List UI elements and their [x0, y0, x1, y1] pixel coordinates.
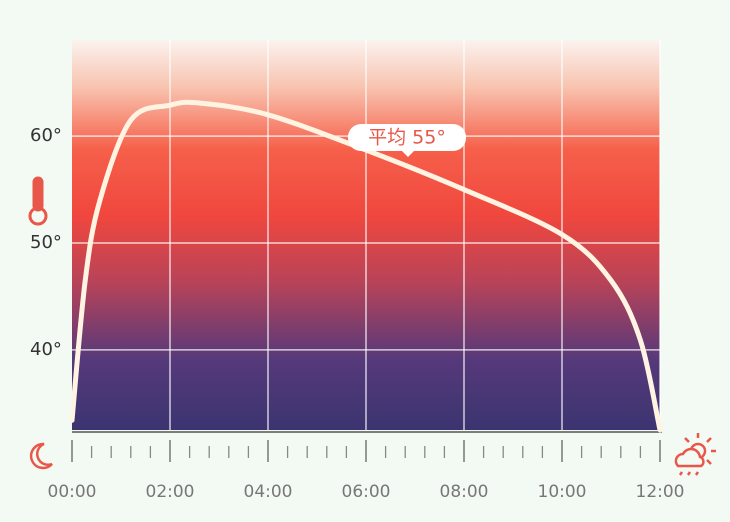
- x-tick-label: 02:00: [146, 482, 195, 502]
- annotation-pointer: [402, 151, 414, 157]
- annotation: 平均 55°: [348, 124, 466, 157]
- x-tick-label: 04:00: [244, 482, 293, 502]
- y-tick-label: 40°: [30, 339, 62, 360]
- thermometer-icon: [28, 176, 48, 226]
- sun-cloud-icon: [674, 433, 716, 476]
- x-tick-label: 10:00: [538, 482, 587, 502]
- annotation-bubble: [348, 124, 466, 151]
- y-tick-label: 60°: [30, 125, 62, 146]
- y-tick-label: 50°: [30, 232, 62, 253]
- x-tick-label: 12:00: [636, 482, 685, 502]
- temperature-line: [69, 99, 663, 433]
- annotation-text: 平均 55°: [368, 127, 446, 149]
- x-tick-label: 00:00: [48, 482, 97, 502]
- moon-icon: [29, 442, 53, 470]
- x-tick-label: 08:00: [440, 482, 489, 502]
- x-tick-label: 06:00: [342, 482, 391, 502]
